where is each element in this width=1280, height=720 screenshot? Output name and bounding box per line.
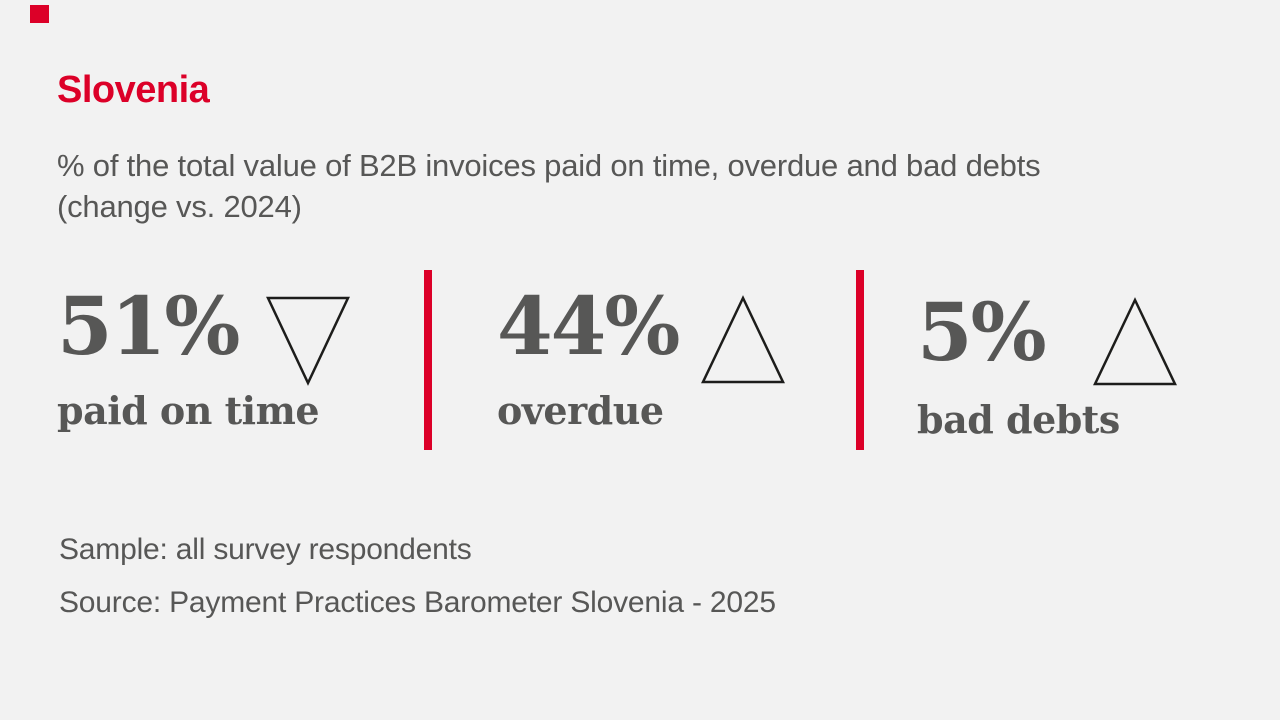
stat-value-overdue: 44% [497, 279, 680, 373]
stat-label-overdue: overdue [497, 388, 664, 433]
triangle-up-icon [701, 295, 785, 384]
stat-value-bad-debts: 5% [917, 285, 1047, 379]
red-divider-bar [856, 270, 864, 450]
triangle-down-icon [266, 296, 350, 386]
stat-label-bad-debts: bad debts [917, 397, 1120, 442]
red-divider-bar [424, 270, 432, 450]
brand-red-square-icon [30, 5, 49, 23]
stat-value-paid-on-time: 51% [57, 279, 240, 373]
page-subtitle: % of the total value of B2B invoices pai… [57, 145, 1041, 227]
subtitle-line-2: (change vs. 2024) [57, 189, 302, 224]
sample-note: Sample: all survey respondents [59, 533, 472, 566]
page-title: Slovenia [57, 69, 210, 111]
subtitle-line-1: % of the total value of B2B invoices pai… [57, 148, 1041, 183]
source-note: Source: Payment Practices Barometer Slov… [59, 586, 776, 619]
stat-label-paid-on-time: paid on time [57, 388, 320, 433]
triangle-up-icon [1093, 297, 1177, 386]
